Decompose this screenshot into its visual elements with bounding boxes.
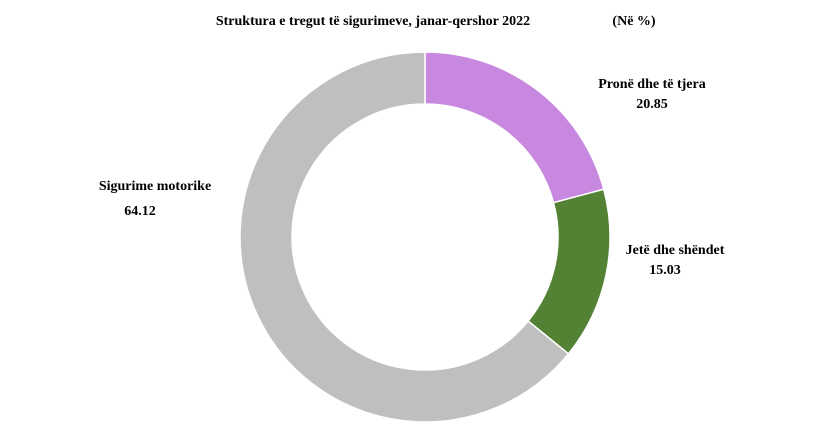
slice-value: 64.12	[124, 204, 156, 219]
donut-slice	[424, 51, 605, 204]
slice-label: Pronë dhe të tjera	[598, 77, 705, 92]
slice-label: Jetë dhe shëndet	[626, 243, 725, 258]
donut-slice	[527, 188, 611, 355]
slice-value: 15.03	[649, 263, 681, 278]
slice-label: Sigurime motorike	[99, 179, 211, 194]
unit-label: (Në %)	[612, 14, 655, 29]
chart-title: Struktura e tregut të sigurimeve, janar-…	[216, 14, 530, 29]
slice-value: 20.85	[636, 97, 668, 112]
donut-slice	[239, 51, 570, 423]
